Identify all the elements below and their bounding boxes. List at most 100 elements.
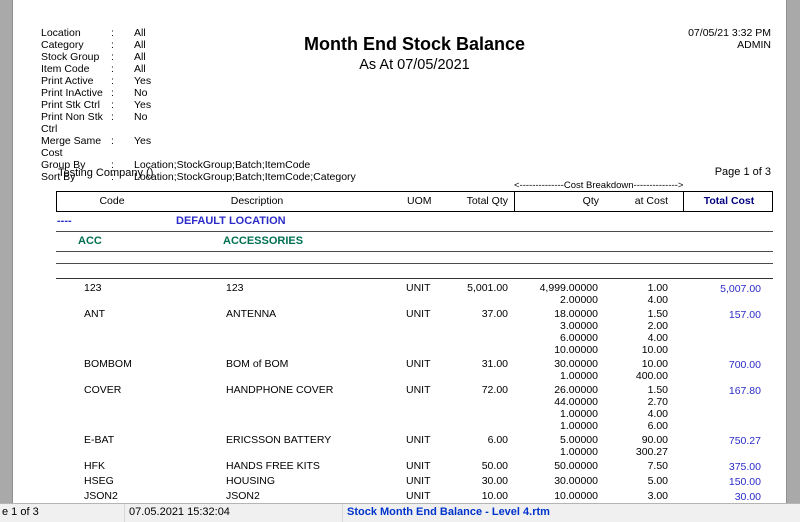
param-row: Category : All — [41, 39, 356, 51]
item-total-cost: 5,007.00 — [720, 283, 761, 295]
param-row: Group By : Location;StockGroup;Batch;Ite… — [41, 159, 356, 171]
report-subtitle: As At 07/05/2021 — [359, 57, 470, 73]
report-title-block: Month End Stock Balance As At 07/05/2021 — [56, 34, 773, 73]
item-total-qty: 37.00 — [481, 308, 508, 320]
item-total-qty: 5,001.00 — [467, 282, 508, 294]
location-group-row: ---- DEFAULT LOCATION — [56, 214, 773, 228]
param-label: Merge Same Cost — [41, 135, 102, 159]
item-total-cost: 750.27 — [728, 435, 761, 447]
param-colon: : — [111, 75, 114, 87]
item-breakdown-qty: 10.00000 — [554, 490, 598, 502]
table-row: HFK HANDS FREE KITS UNIT 50.00 50.00000 … — [56, 460, 773, 473]
stock-group-row: ACC ACCESSORIES — [56, 232, 773, 251]
param-colon: : — [111, 51, 114, 63]
item-code: ANT — [84, 308, 105, 320]
param-label: Sort By — [41, 171, 76, 183]
param-value: Yes — [134, 99, 152, 111]
item-breakdown-cost: 1.00 4.00 — [647, 282, 668, 306]
param-colon: : — [111, 87, 114, 99]
item-total-qty: 30.00 — [481, 475, 508, 487]
param-label: Print InActive — [41, 87, 103, 99]
item-uom: UNIT — [406, 358, 431, 370]
param-value: All — [134, 27, 146, 39]
param-colon: : — [111, 171, 114, 183]
divider-line — [56, 231, 773, 232]
param-row: Print Active : Yes — [41, 75, 356, 87]
stock-group-code: ACC — [78, 235, 102, 247]
item-description: HANDS FREE KITS — [226, 460, 320, 472]
item-breakdown-cost: 5.00 — [647, 475, 668, 487]
item-total-cost: 700.00 — [728, 359, 761, 371]
item-total-cost: 375.00 — [728, 461, 761, 473]
param-colon: : — [111, 27, 114, 39]
item-total-qty: 50.00 — [481, 460, 508, 472]
report-page: Location : All Category : All Stock Grou… — [12, 0, 787, 503]
item-breakdown-qty: 26.00000 44.00000 1.00000 1.00000 — [554, 384, 598, 432]
item-code: COVER — [84, 384, 122, 396]
page-indicator: Page 1 of 3 — [714, 166, 771, 178]
status-page-indicator: e 1 of 3 — [0, 504, 125, 522]
item-code: HSEG — [84, 475, 114, 487]
param-row: Stock Group : All — [41, 51, 356, 63]
item-total-qty: 31.00 — [481, 358, 508, 370]
table-row: 123 123 UNIT 5,001.00 4,999.00000 2.0000… — [56, 282, 773, 306]
param-row: Item Code : All — [41, 63, 356, 75]
column-header-total-qty: Total Qty — [439, 192, 515, 211]
item-total-cost: 30.00 — [734, 491, 761, 503]
item-description: BOM of BOM — [226, 358, 289, 370]
table-row: HSEG HOUSING UNIT 30.00 30.00000 5.00 15… — [56, 475, 773, 488]
param-value: No — [134, 87, 148, 99]
param-label: Group By — [41, 159, 86, 171]
item-breakdown-cost: 1.50 2.70 4.00 6.00 — [647, 384, 668, 432]
company-name: Testing Company () — [58, 167, 154, 179]
param-value: All — [134, 39, 146, 51]
param-colon: : — [111, 111, 114, 123]
item-uom: UNIT — [406, 282, 431, 294]
item-uom: UNIT — [406, 434, 431, 446]
param-colon: : — [111, 63, 114, 75]
table-row: E-BAT ERICSSON BATTERY UNIT 6.00 5.00000… — [56, 434, 773, 458]
param-value: All — [134, 63, 146, 75]
item-total-qty: 6.00 — [487, 434, 508, 446]
param-colon: : — [111, 39, 114, 51]
stock-group-name: ACCESSORIES — [223, 235, 304, 247]
divider-line — [56, 263, 773, 264]
column-header-uom: UOM — [407, 195, 432, 207]
param-row: Print Stk Ctrl : Yes — [41, 99, 356, 111]
item-breakdown-cost: 90.00 300.27 — [635, 434, 668, 458]
item-uom: UNIT — [406, 308, 431, 320]
param-value: Location;StockGroup;Batch;ItemCode — [134, 159, 311, 171]
location-name: DEFAULT LOCATION — [176, 215, 286, 227]
item-rows: 123 123 UNIT 5,001.00 4,999.00000 2.0000… — [56, 282, 773, 503]
column-header-at-cost: at Cost — [605, 192, 684, 211]
preview-pane[interactable]: Location : All Category : All Stock Grou… — [0, 0, 800, 503]
cost-breakdown-span-label: <--------------Cost Breakdown-----------… — [514, 180, 684, 191]
param-value: All — [134, 51, 146, 63]
item-description: JSON2 — [226, 490, 260, 502]
item-description: HANDPHONE COVER — [226, 384, 334, 396]
print-datetime: 07/05/21 3:32 PM — [688, 27, 771, 39]
param-value: No — [134, 111, 148, 123]
item-code: JSON2 — [84, 490, 118, 502]
item-uom: UNIT — [406, 384, 431, 396]
item-code: HFK — [84, 460, 105, 472]
param-label: Print Active — [41, 75, 94, 87]
item-description: ANTENNA — [226, 308, 277, 320]
divider-line — [56, 278, 773, 279]
param-row: Merge Same Cost : Yes — [41, 135, 356, 159]
item-description: 123 — [226, 282, 244, 294]
column-header-code: Code — [99, 195, 125, 207]
column-header-total-cost: Total Cost — [703, 195, 755, 207]
item-breakdown-qty: 18.00000 3.00000 6.00000 10.00000 — [554, 308, 598, 356]
param-row: Print Non Stk Ctrl : No — [41, 111, 356, 135]
item-breakdown-cost: 10.00 400.00 — [635, 358, 668, 382]
divider-line — [56, 251, 773, 252]
param-colon: : — [111, 159, 114, 171]
table-row: ANT ANTENNA UNIT 37.00 18.00000 3.00000 … — [56, 308, 773, 356]
column-header-qty: Qty — [582, 195, 599, 207]
report-parameters: Location : All Category : All Stock Grou… — [41, 27, 356, 183]
param-row: Location : All — [41, 27, 356, 39]
status-bar: e 1 of 3 07.05.2021 15:32:04 Stock Month… — [0, 503, 800, 522]
print-meta: 07/05/21 3:32 PM ADMIN — [688, 27, 771, 51]
